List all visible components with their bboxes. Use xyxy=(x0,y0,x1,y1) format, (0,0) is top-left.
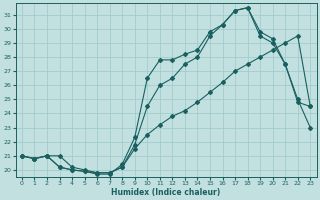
X-axis label: Humidex (Indice chaleur): Humidex (Indice chaleur) xyxy=(111,188,221,197)
